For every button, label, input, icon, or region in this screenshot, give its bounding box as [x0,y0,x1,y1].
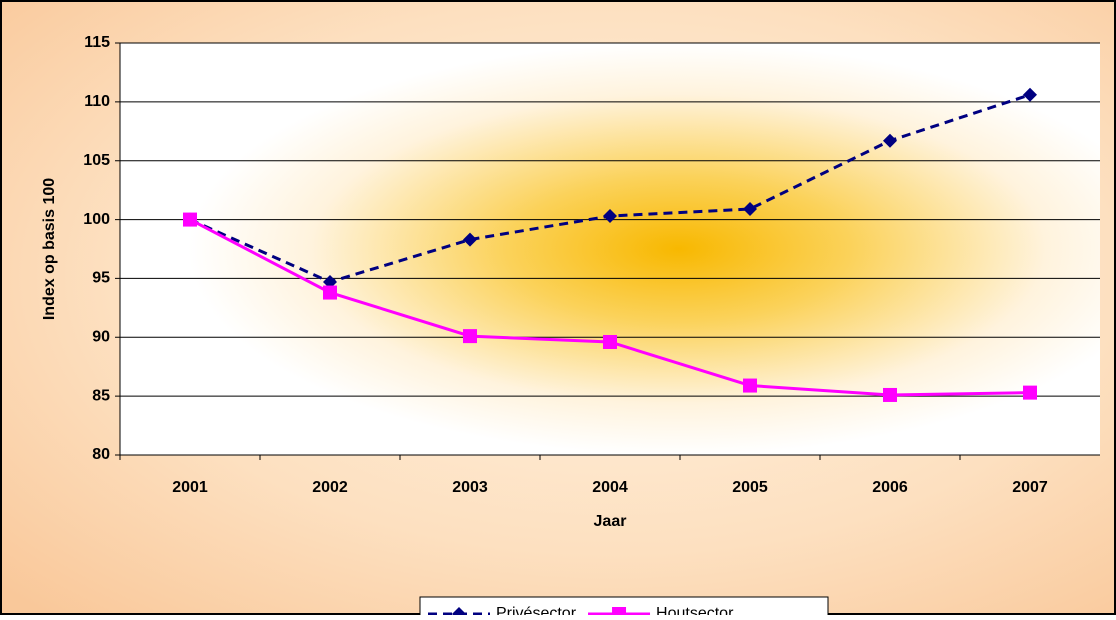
marker [1023,87,1037,102]
plot-area [120,43,1100,455]
x-tick-label: 2002 [312,479,348,496]
marker [603,209,617,224]
y-tick-label: 85 [92,387,110,404]
x-tick-label: 2005 [732,479,768,496]
y-tick-label: 90 [92,329,110,346]
y-tick-label: 100 [83,211,110,228]
marker [463,232,477,247]
legend-label: Privésector [496,605,577,615]
marker [1023,385,1037,400]
marker [323,285,337,300]
marker [323,274,337,289]
marker [603,334,617,349]
y-tick-label: 95 [92,270,110,287]
y-tick-label: 105 [83,152,110,169]
x-tick-label: 2004 [592,479,628,496]
marker [463,329,477,344]
y-tick-label: 110 [84,93,110,110]
y-tick-label: 80 [92,446,110,463]
marker [883,133,897,148]
marker [612,607,627,620]
x-axis-label: Jaar [594,513,627,530]
marker [743,201,757,216]
marker [183,212,197,227]
marker [743,378,757,393]
x-tick-label: 2007 [1012,479,1048,496]
legend-label: Houtsector [656,605,734,615]
y-tick-label: 115 [84,34,110,51]
x-tick-label: 2001 [172,479,208,496]
x-tick-label: 2003 [452,479,488,496]
y-axis-label: Index op basis 100 [41,178,58,320]
x-tick-label: 2006 [872,479,908,496]
marker [883,387,897,402]
